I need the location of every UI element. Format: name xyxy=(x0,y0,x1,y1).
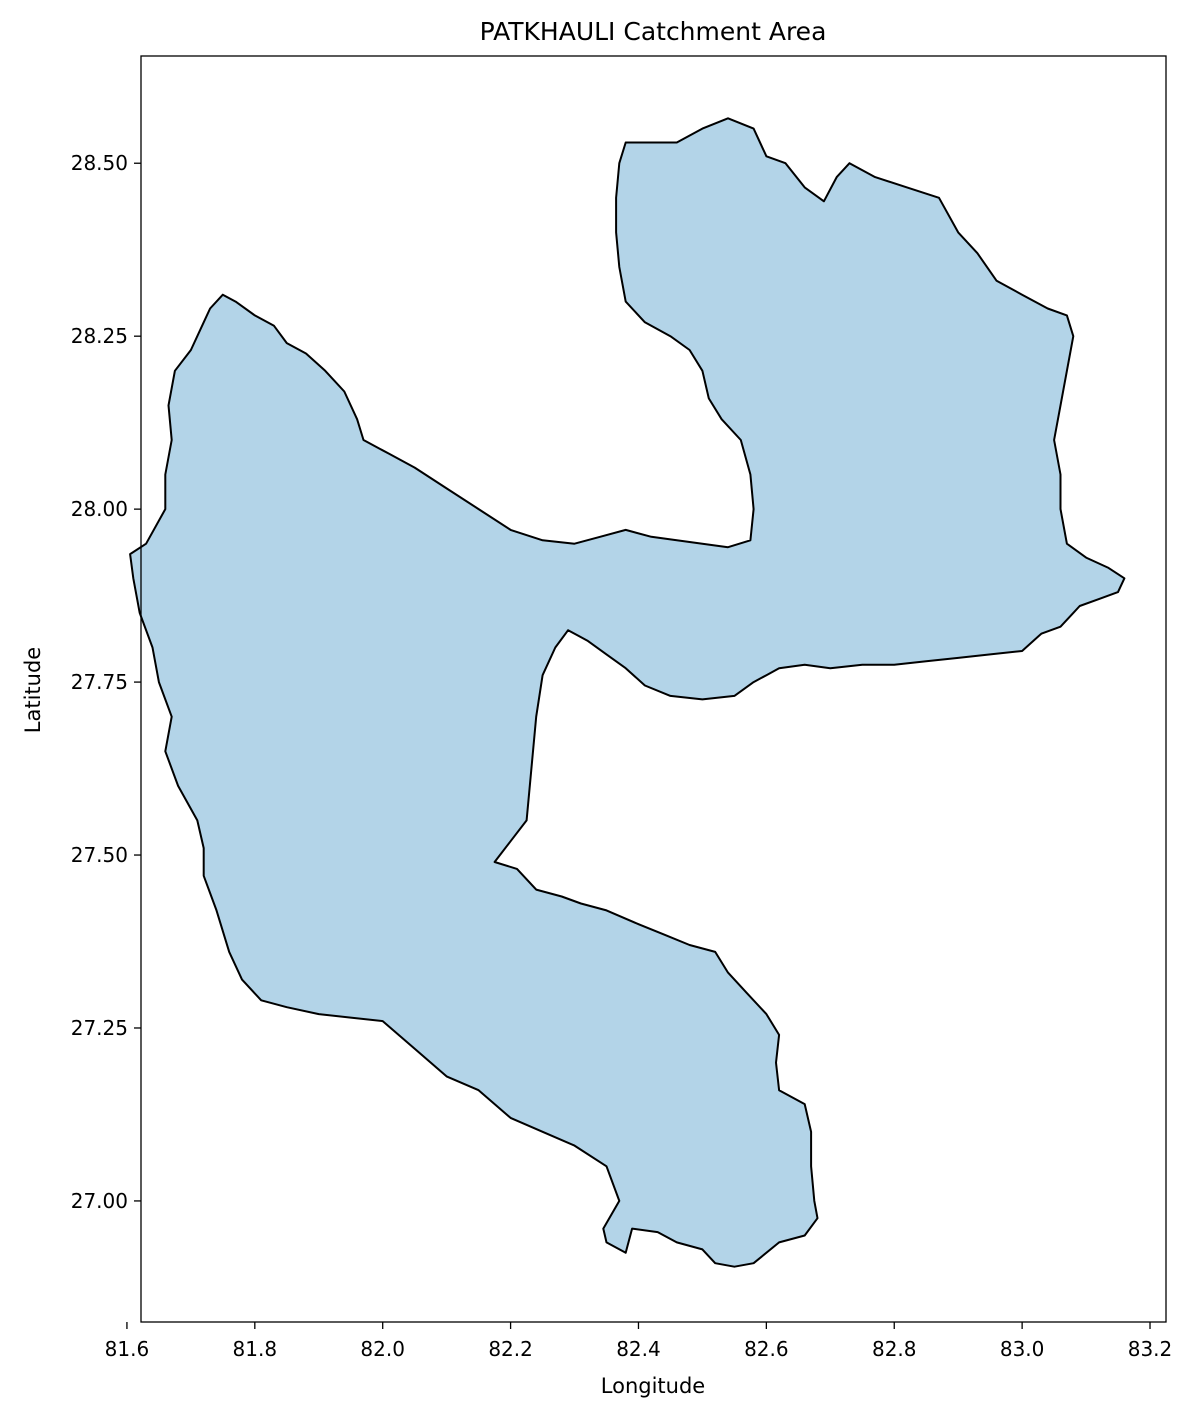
y-axis: 27.00 27.25 27.50 27.75 28.00 28.25 28.50 xyxy=(71,151,141,1213)
y-tick-label: 28.00 xyxy=(71,497,128,521)
y-tick-label: 27.00 xyxy=(71,1189,128,1213)
x-tick-label: 82.8 xyxy=(872,1337,917,1361)
x-tick-label: 81.6 xyxy=(105,1337,150,1361)
catchment-polygon xyxy=(129,117,1126,1268)
y-tick-label: 27.75 xyxy=(71,670,128,694)
x-tick-label: 83.0 xyxy=(1000,1337,1045,1361)
y-axis-label: Latitude xyxy=(21,647,45,733)
x-tick-label: 82.6 xyxy=(744,1337,789,1361)
x-tick-label: 83.2 xyxy=(1128,1337,1173,1361)
plot-frame xyxy=(140,55,1167,1323)
y-tick-label: 27.25 xyxy=(71,1016,128,1040)
x-tick-label: 82.4 xyxy=(616,1337,661,1361)
catchment-layer xyxy=(129,117,1126,1268)
x-tick-label: 81.8 xyxy=(233,1337,278,1361)
x-axis: 81.6 81.8 82.0 82.2 82.4 82.6 82.8 83.0 83.2 xyxy=(105,1322,1173,1361)
x-tick-label: 82.0 xyxy=(360,1337,405,1361)
x-tick-label: 82.2 xyxy=(488,1337,533,1361)
y-tick-label: 28.50 xyxy=(71,151,128,175)
y-tick-label: 27.50 xyxy=(71,843,128,867)
chart-title: PATKHAULI Catchment Area xyxy=(480,17,827,46)
y-tick-label: 28.25 xyxy=(71,324,128,348)
x-axis-label: Longitude xyxy=(601,1374,705,1398)
